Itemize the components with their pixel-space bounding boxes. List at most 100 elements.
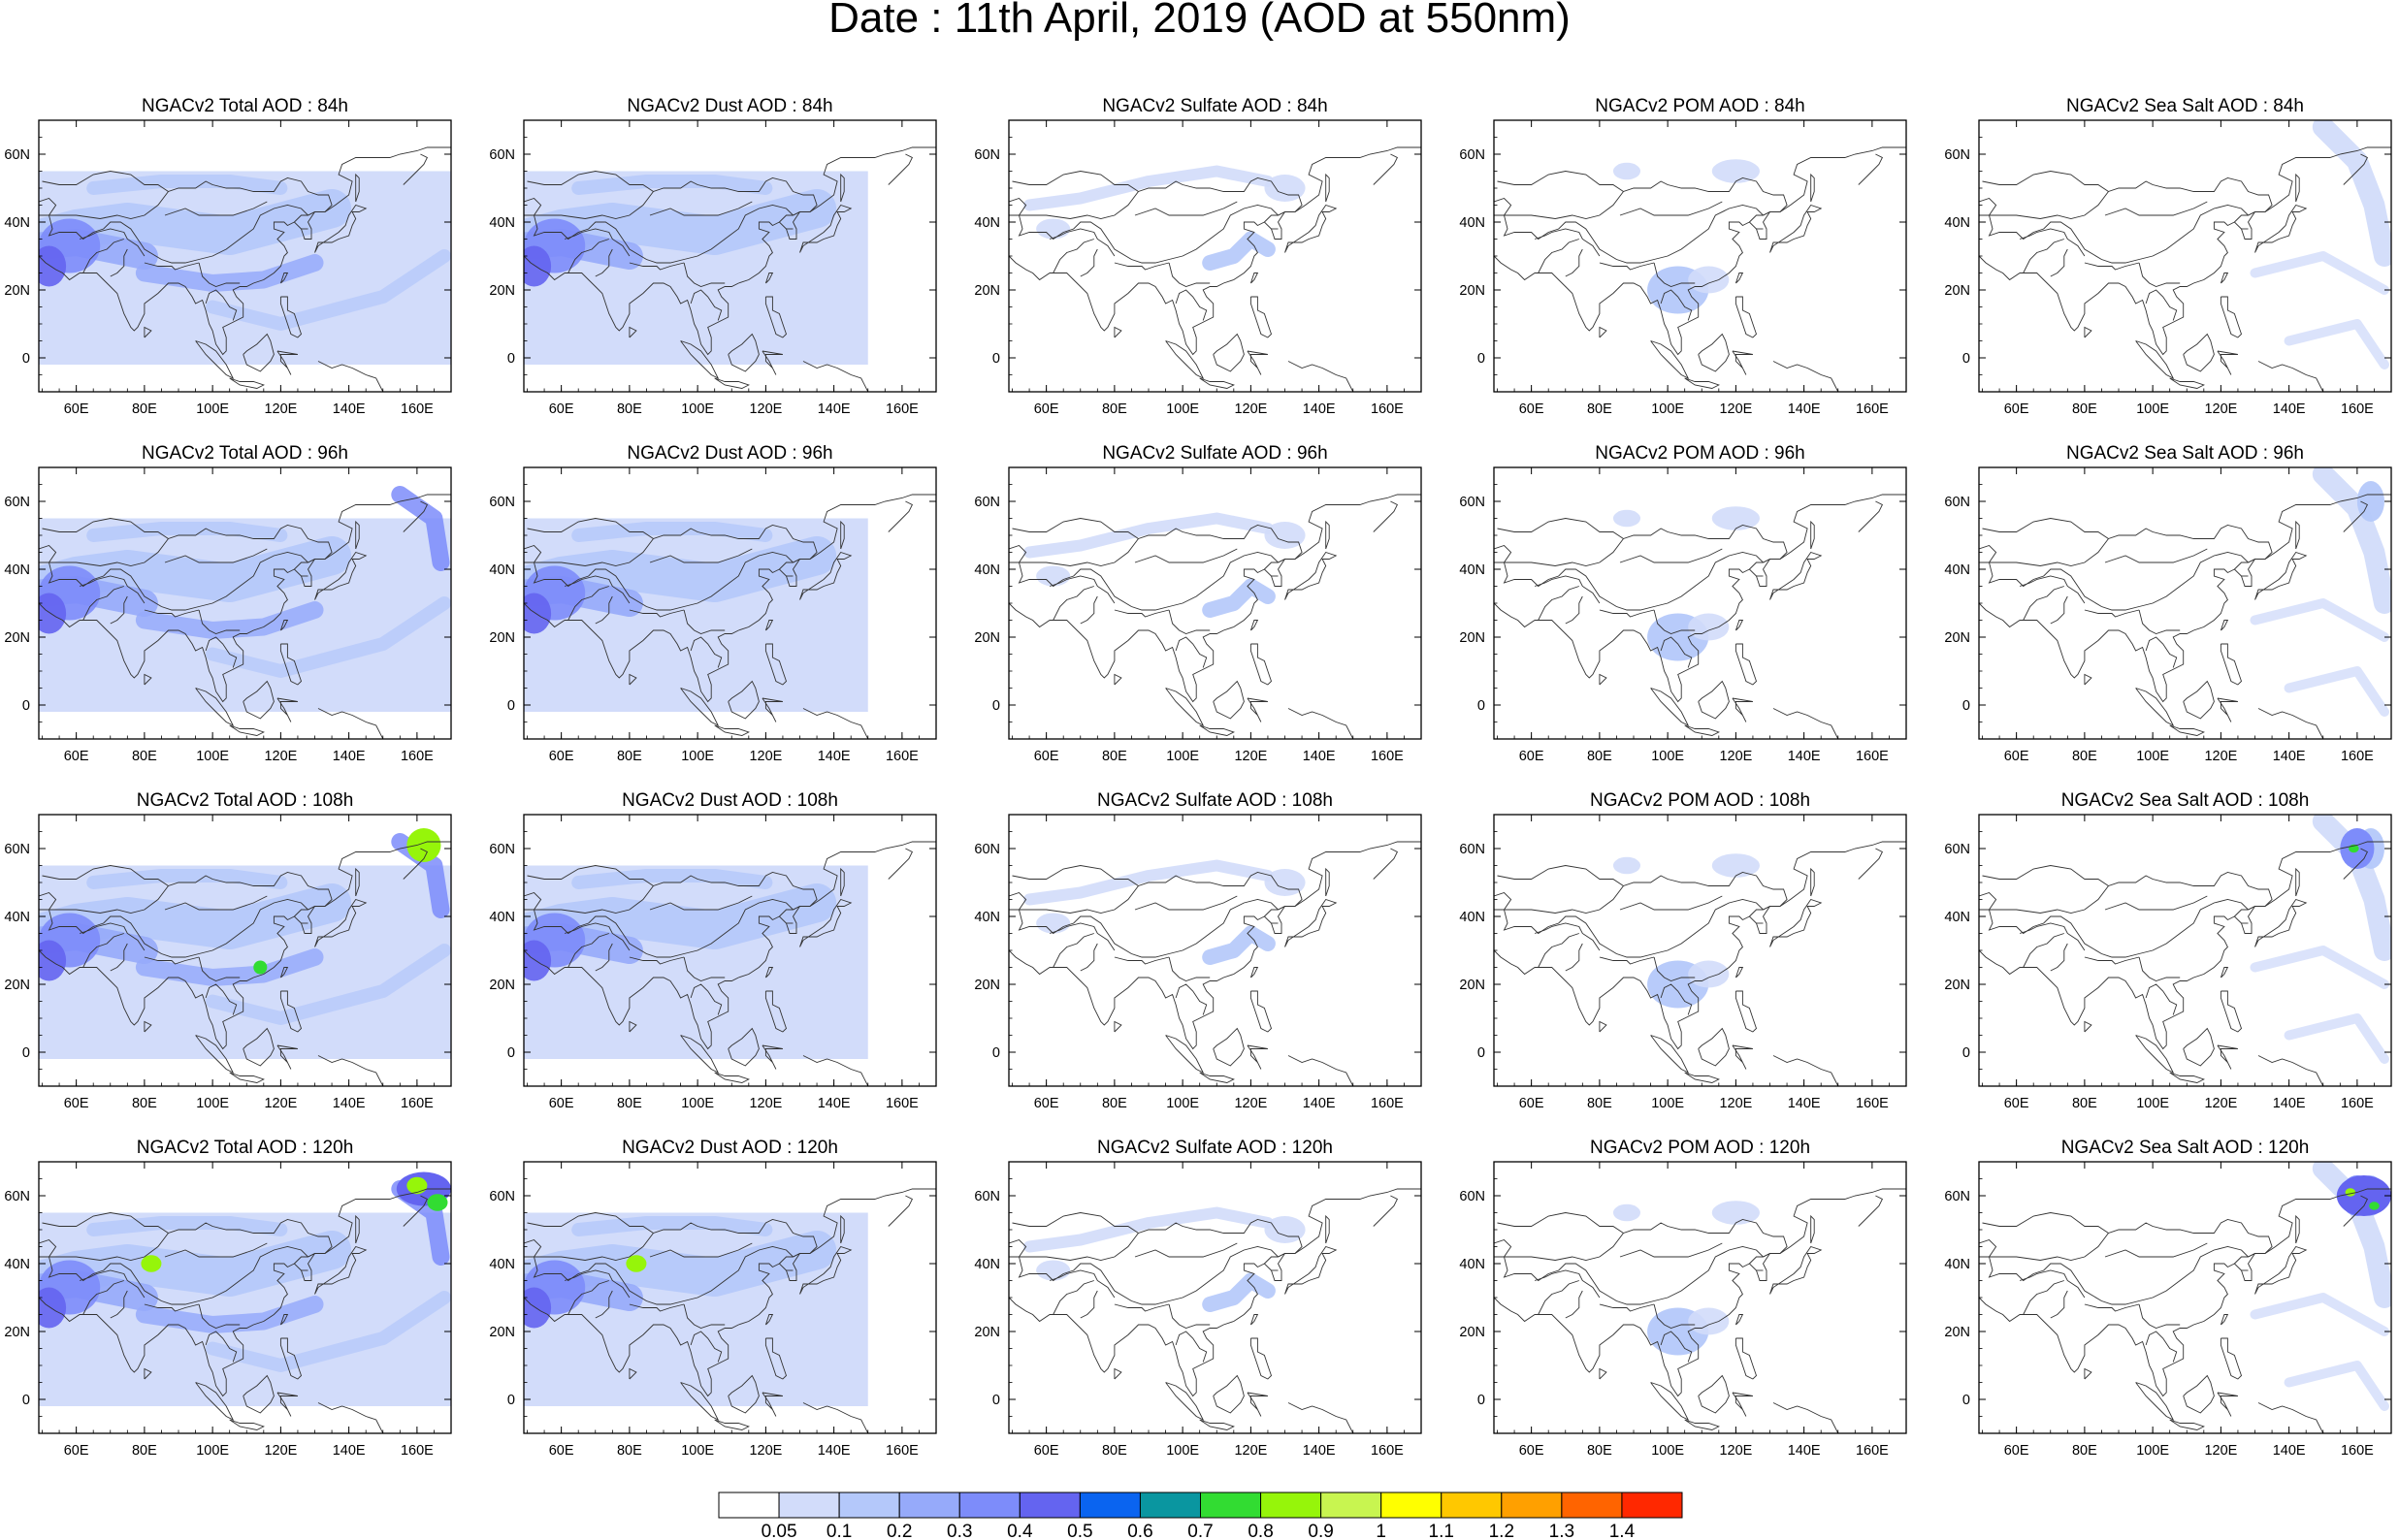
colorbar-cell (718, 1492, 780, 1519)
coastlines (1009, 146, 1421, 392)
colorbar-cell (1320, 1492, 1382, 1519)
x-tick-label: 140E (1303, 1096, 1336, 1111)
colorbar-cell (1380, 1492, 1443, 1519)
x-tick-label: 100E (196, 1443, 229, 1459)
aod-field (1009, 120, 1421, 392)
x-tick-label: 60E (549, 401, 574, 417)
y-tick-label: 40N (1459, 1257, 1485, 1272)
y-tick-label: 40N (4, 1257, 30, 1272)
y-tick-label: 40N (1459, 910, 1485, 925)
x-tick-label: 140E (1303, 1443, 1336, 1459)
y-tick-label: 40N (1944, 1257, 1970, 1272)
y-tick-label: 60N (489, 147, 515, 163)
y-tick-label: 40N (1944, 215, 1970, 231)
aod-field (1009, 815, 1421, 1086)
x-tick-label: 80E (1587, 1096, 1612, 1111)
x-tick-label: 160E (1856, 401, 1889, 417)
y-tick-label: 40N (489, 215, 515, 231)
y-tick-label: 0 (1962, 351, 1970, 367)
coastlines (1494, 1188, 1906, 1433)
x-tick-label: 140E (1788, 1443, 1821, 1459)
x-tick-label: 160E (1371, 1096, 1404, 1111)
x-tick-label: 100E (196, 749, 229, 764)
x-tick-label: 80E (132, 401, 157, 417)
x-tick-label: 60E (2004, 401, 2029, 417)
colorbar-cell (778, 1492, 840, 1519)
y-tick-label: 20N (974, 630, 1000, 646)
x-tick-label: 80E (617, 749, 642, 764)
y-tick-label: 0 (22, 351, 30, 367)
y-tick-label: 40N (974, 910, 1000, 925)
x-tick-label: 160E (401, 1443, 434, 1459)
map-panel-4-5: NGACv2 Sea Salt AOD : 120h 60E 80E 100E 120E… (1944, 1138, 2392, 1459)
panel-title: NGACv2 Sulfate AOD : 120h (1097, 1138, 1333, 1158)
y-tick-label: 60N (4, 147, 30, 163)
y-tick-label: 20N (4, 630, 30, 646)
x-tick-label: 80E (132, 1096, 157, 1111)
x-tick-label: 160E (1371, 1443, 1404, 1459)
colorbar-label: 0.05 (762, 1522, 797, 1540)
y-tick-label: 60N (1459, 495, 1485, 510)
x-tick-label: 160E (886, 1096, 919, 1111)
coastlines (39, 1188, 451, 1433)
x-tick-label: 100E (1651, 401, 1684, 417)
x-tick-label: 120E (264, 1096, 297, 1111)
colorbar-label: 0.5 (1067, 1522, 1092, 1540)
x-tick-label: 160E (401, 749, 434, 764)
coastlines (524, 494, 936, 739)
colorbar-label: 1 (1376, 1522, 1386, 1540)
x-tick-label: 140E (2273, 749, 2306, 764)
aod-field (1494, 815, 1906, 1086)
y-tick-label: 60N (4, 842, 30, 857)
x-tick-label: 140E (1788, 1096, 1821, 1111)
y-tick-label: 0 (992, 698, 1000, 714)
x-tick-label: 140E (1303, 401, 1336, 417)
colorbar-label: 1.4 (1609, 1522, 1636, 1540)
x-tick-label: 120E (264, 749, 297, 764)
y-tick-label: 60N (974, 1189, 1000, 1204)
map-panel-4-1: NGACv2 Total AOD : 120h 60E 80E 100E 120E 140… (4, 1138, 452, 1459)
coastlines (1979, 146, 2391, 392)
coastlines (1494, 841, 1906, 1086)
y-tick-label: 0 (22, 1045, 30, 1061)
x-tick-label: 140E (1303, 749, 1336, 764)
x-tick-label: 160E (401, 401, 434, 417)
map-panel-3-3: NGACv2 Sulfate AOD : 108h 60E 80E 100E 120E 1… (974, 790, 1422, 1111)
map-panel-3-4: NGACv2 POM AOD : 108h 60E 80E 100E 120E 140E 1… (1459, 790, 1907, 1111)
x-tick-label: 80E (2072, 1096, 2097, 1111)
y-tick-label: 60N (1459, 1189, 1485, 1204)
aod-field (1979, 467, 2391, 739)
x-tick-label: 60E (549, 1443, 574, 1459)
x-tick-label: 60E (2004, 1096, 2029, 1111)
coastlines (524, 841, 936, 1086)
x-tick-label: 100E (681, 749, 714, 764)
x-tick-label: 100E (196, 1096, 229, 1111)
aod-field (1494, 120, 1906, 392)
colorbar-cell (1260, 1492, 1322, 1519)
x-tick-label: 160E (886, 749, 919, 764)
x-tick-label: 120E (749, 1096, 782, 1111)
colorbar-cell (958, 1492, 1021, 1519)
x-tick-label: 140E (1788, 401, 1821, 417)
colorbar-cell (1561, 1492, 1623, 1519)
x-tick-label: 160E (2341, 1096, 2374, 1111)
y-tick-label: 20N (1459, 978, 1485, 993)
x-tick-label: 140E (818, 1443, 851, 1459)
colorbar-label: 1.1 (1429, 1522, 1454, 1540)
y-tick-label: 0 (507, 1045, 515, 1061)
x-tick-label: 120E (1719, 749, 1752, 764)
x-tick-label: 120E (749, 1443, 782, 1459)
map-panel-2-3: NGACv2 Sulfate AOD : 96h 60E 80E 100E 120E 14… (974, 443, 1422, 764)
y-tick-label: 40N (489, 562, 515, 578)
colorbar-cell (838, 1492, 900, 1519)
x-tick-label: 120E (264, 1443, 297, 1459)
y-tick-label: 20N (489, 630, 515, 646)
map-panel-1-5: NGACv2 Sea Salt AOD : 84h 60E 80E 100E 120E 1… (1944, 96, 2392, 417)
x-tick-label: 60E (1034, 401, 1059, 417)
coastlines (1009, 841, 1421, 1086)
x-tick-label: 60E (1519, 1443, 1544, 1459)
y-tick-label: 40N (4, 562, 30, 578)
y-tick-label: 0 (1477, 351, 1485, 367)
panel-title: NGACv2 POM AOD : 84h (1595, 96, 1804, 116)
